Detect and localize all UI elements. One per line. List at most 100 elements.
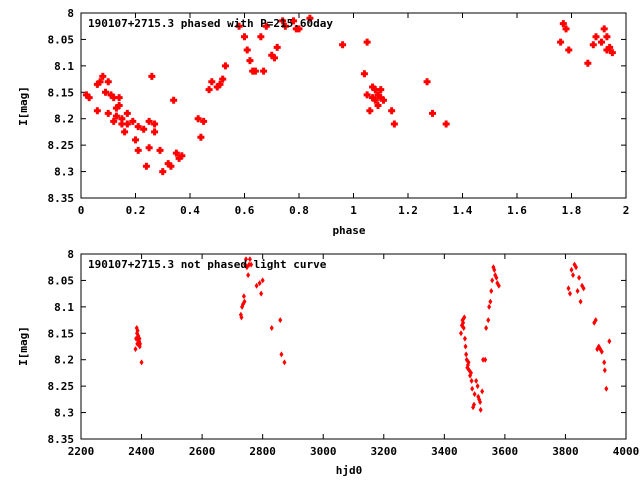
- data-point: [492, 266, 497, 273]
- light-curve-plot-title: 190107+2715.3 not phased light curve: [88, 258, 327, 271]
- data-point: [221, 62, 229, 70]
- data-point: [490, 277, 495, 284]
- data-point: [104, 78, 112, 86]
- data-point: [205, 86, 213, 94]
- data-point: [566, 285, 571, 292]
- data-point: [262, 22, 270, 30]
- data-point: [559, 20, 567, 28]
- data-point: [247, 256, 252, 263]
- data-point: [462, 335, 467, 342]
- data-point: [480, 388, 485, 395]
- data-point: [379, 96, 387, 104]
- data-point: [246, 57, 254, 65]
- data-point: [115, 94, 123, 102]
- light-curve-plot-frame: [80, 253, 627, 440]
- data-point: [148, 72, 156, 80]
- data-point: [82, 91, 90, 99]
- data-point: [602, 359, 607, 366]
- data-point: [374, 91, 382, 99]
- data-point: [589, 41, 597, 49]
- data-point: [462, 314, 467, 321]
- phased-plot-y-tick-labels: 8 8.05 8.1 8.15 8.2 8.25 8.3 8.35: [48, 7, 75, 205]
- data-point: [466, 359, 471, 366]
- data-point: [138, 340, 143, 347]
- data-point: [578, 298, 583, 305]
- data-point: [170, 96, 178, 104]
- data-point: [458, 330, 463, 337]
- y-tick-label: 8.35: [48, 433, 75, 446]
- data-point: [574, 264, 579, 271]
- data-point: [484, 325, 489, 331]
- data-point: [239, 314, 244, 321]
- data-point: [581, 285, 586, 292]
- data-point: [602, 367, 607, 374]
- data-point: [597, 38, 605, 46]
- data-point: [123, 120, 131, 128]
- data-point: [377, 94, 385, 102]
- data-point: [246, 272, 251, 279]
- data-point: [135, 327, 140, 334]
- data-point: [121, 128, 129, 136]
- light-curve-plot-points: [133, 256, 612, 413]
- x-tick-label: 1: [350, 204, 357, 217]
- data-point: [216, 80, 224, 88]
- data-point: [279, 17, 287, 25]
- data-point: [96, 78, 104, 86]
- data-point: [259, 290, 264, 297]
- data-point: [269, 325, 274, 331]
- data-point: [593, 317, 598, 324]
- data-point: [104, 109, 112, 117]
- data-point: [279, 351, 284, 358]
- data-point: [557, 38, 565, 46]
- data-point: [363, 91, 371, 99]
- data-point: [145, 117, 153, 125]
- data-point: [213, 83, 221, 91]
- data-point: [496, 282, 501, 289]
- data-point: [339, 41, 347, 49]
- data-point: [478, 406, 483, 413]
- x-tick-label: 0: [78, 204, 85, 217]
- data-point: [208, 78, 216, 86]
- x-tick-label: 3600: [492, 445, 519, 458]
- x-tick-label: 3200: [371, 445, 398, 458]
- data-point: [107, 91, 115, 99]
- data-point: [475, 383, 480, 390]
- data-point: [463, 343, 468, 350]
- data-point: [470, 385, 475, 392]
- data-point: [388, 107, 396, 115]
- data-point: [102, 88, 110, 96]
- y-tick-label: 8.1: [54, 60, 74, 73]
- y-tick-label: 8.3: [54, 166, 74, 179]
- data-point: [603, 46, 611, 54]
- x-tick-label: 3400: [431, 445, 458, 458]
- y-tick-label: 8.15: [48, 86, 75, 99]
- data-point: [133, 346, 138, 353]
- data-point: [603, 33, 611, 41]
- x-tick-label: 3000: [310, 445, 337, 458]
- data-point: [241, 33, 248, 41]
- data-point: [93, 107, 101, 115]
- data-point: [156, 146, 164, 154]
- light-curve-plot-y-tick-labels: 8 8.05 8.1 8.15 8.2 8.25 8.3 8.35: [48, 248, 75, 446]
- data-point: [599, 348, 604, 355]
- phased-plot-title: 190107+2715.3 phased with P=215.60day: [88, 17, 333, 30]
- data-point: [115, 102, 123, 109]
- data-point: [281, 22, 289, 30]
- data-point: [85, 94, 93, 102]
- data-point: [243, 46, 251, 54]
- data-point: [369, 94, 377, 102]
- data-point: [488, 298, 493, 305]
- data-point: [569, 266, 574, 273]
- x-tick-label: 2800: [249, 445, 276, 458]
- data-point: [270, 54, 278, 62]
- data-point: [575, 288, 580, 294]
- x-tick-label: 0.8: [289, 204, 309, 217]
- data-point: [390, 120, 398, 128]
- data-point: [366, 107, 374, 115]
- phased-plot-x-tick-labels: 0 0.2 0.4 0.6 0.8 1 1.2 1.4 1.6 1.8 2: [78, 204, 630, 217]
- data-point: [175, 154, 183, 162]
- light-curve-plot: 2200 2400 2600 2800 3000 3200 3400 3600 3800 4000…: [17, 248, 639, 477]
- data-point: [251, 67, 259, 75]
- data-point: [93, 80, 101, 88]
- data-point: [483, 356, 488, 363]
